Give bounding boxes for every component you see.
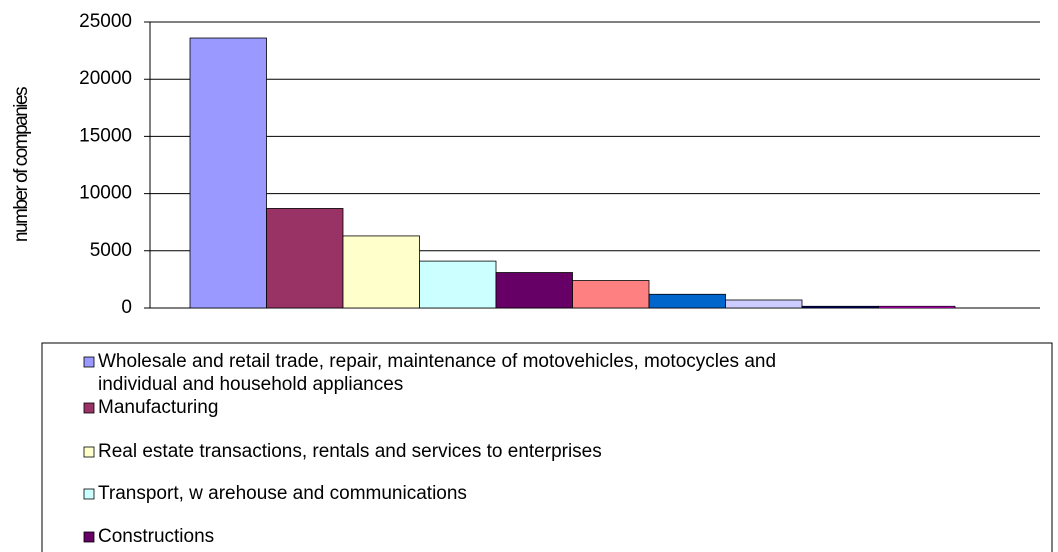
bar bbox=[495, 272, 573, 309]
y-tick-label: 5000 bbox=[90, 240, 132, 261]
legend-swatch bbox=[83, 446, 95, 458]
legend-swatch bbox=[83, 531, 95, 543]
bar bbox=[648, 293, 726, 309]
legend-swatch bbox=[83, 356, 95, 368]
bar bbox=[342, 235, 420, 309]
bar bbox=[189, 37, 267, 309]
y-tick-label: 0 bbox=[121, 297, 132, 318]
legend-label-line: Wholesale and retail trade, repair, main… bbox=[98, 351, 776, 372]
y-axis-label: number of companies bbox=[11, 87, 32, 242]
legend-label-line: individual and household appliances bbox=[98, 374, 403, 395]
bar bbox=[266, 208, 344, 309]
bar bbox=[801, 305, 879, 309]
bar bbox=[572, 280, 650, 309]
y-tick-label: 20000 bbox=[79, 68, 132, 89]
legend-label: Constructions bbox=[98, 526, 214, 547]
y-tick-label: 15000 bbox=[79, 125, 132, 146]
y-tick-label: 10000 bbox=[79, 183, 132, 204]
legend-swatch bbox=[83, 402, 95, 414]
legend-label: Transport, w arehouse and communications bbox=[98, 483, 467, 504]
bar bbox=[725, 299, 803, 309]
legend-label: Wholesale and retail trade, repair, main… bbox=[98, 351, 776, 395]
legend-label: Real estate transactions, rentals and se… bbox=[98, 441, 602, 462]
legend-box bbox=[41, 342, 1053, 552]
legend-swatch bbox=[83, 488, 95, 500]
bar bbox=[878, 305, 956, 309]
bar bbox=[419, 260, 497, 309]
y-tick-label: 25000 bbox=[79, 11, 132, 32]
legend-label: Manufacturing bbox=[98, 397, 218, 418]
